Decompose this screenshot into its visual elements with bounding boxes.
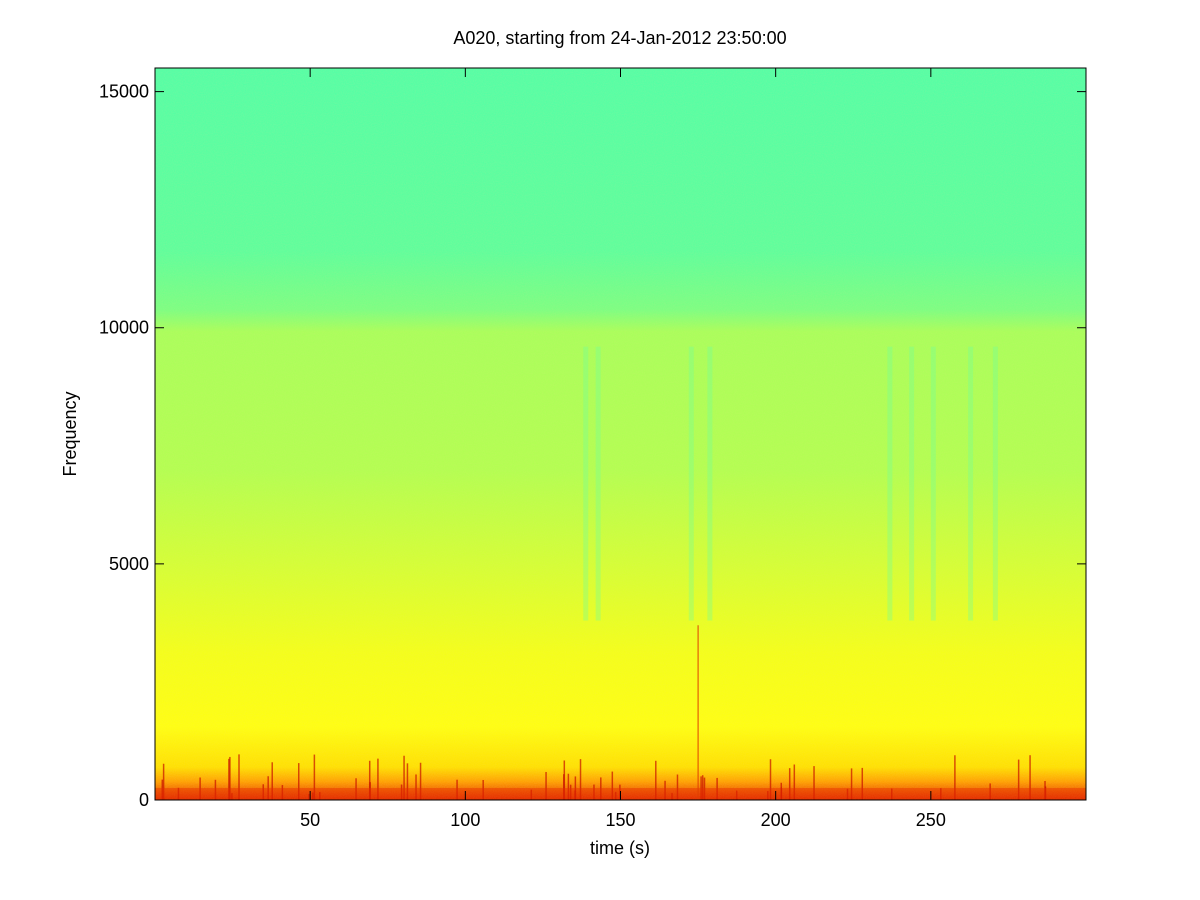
spike <box>891 788 893 800</box>
streak <box>595 346 601 621</box>
spike <box>267 776 269 800</box>
x-tick-label: 50 <box>300 810 320 830</box>
spike <box>954 755 956 800</box>
y-tick-label: 15000 <box>99 82 149 102</box>
spike <box>593 784 595 800</box>
spike <box>177 787 180 800</box>
streak <box>707 346 713 621</box>
spike <box>406 763 409 800</box>
y-tick-label: 0 <box>139 790 149 810</box>
spike <box>238 754 240 800</box>
spike <box>161 779 164 800</box>
spike <box>676 774 679 800</box>
streak <box>583 346 589 621</box>
spike <box>940 788 942 800</box>
spike <box>989 783 991 800</box>
spike <box>229 756 231 800</box>
spike <box>403 755 405 800</box>
spike <box>312 792 314 800</box>
chart-title: A020, starting from 24-Jan-2012 23:50:00 <box>453 28 786 48</box>
spike <box>569 784 572 800</box>
spike <box>545 771 547 800</box>
spike <box>664 780 666 800</box>
spike <box>162 763 165 800</box>
spike <box>767 790 769 800</box>
x-tick-label: 150 <box>605 810 635 830</box>
spike <box>579 759 582 800</box>
spike <box>319 791 321 800</box>
spike <box>530 789 533 800</box>
spike <box>703 777 706 800</box>
spike <box>611 771 614 800</box>
spike <box>281 785 284 800</box>
spike <box>369 782 371 800</box>
spike <box>813 766 815 800</box>
spike <box>614 791 617 800</box>
spike <box>308 793 310 800</box>
spike <box>400 784 403 800</box>
spike <box>655 760 657 800</box>
spike <box>780 782 783 800</box>
spike <box>735 790 738 800</box>
spike <box>619 784 621 800</box>
spike <box>567 773 570 800</box>
spike <box>671 793 673 800</box>
spike <box>419 762 422 800</box>
spike <box>1044 781 1046 800</box>
spike <box>793 764 796 800</box>
spike <box>1017 759 1020 800</box>
spike <box>214 779 217 800</box>
spectrogram-noise <box>155 68 1086 800</box>
spike <box>574 776 577 800</box>
spike <box>716 777 718 800</box>
x-tick-label: 200 <box>761 810 791 830</box>
y-tick-label: 10000 <box>99 318 149 338</box>
x-axis-label: time (s) <box>590 838 650 858</box>
streak <box>992 346 998 621</box>
spike <box>368 760 371 800</box>
streak <box>887 346 893 621</box>
streak <box>688 346 694 621</box>
spike <box>228 758 230 800</box>
spike <box>271 762 273 800</box>
spike <box>861 767 864 800</box>
spike <box>846 788 849 800</box>
plot-area <box>155 68 1086 800</box>
spike <box>563 760 566 800</box>
spike <box>313 754 316 800</box>
spike <box>415 774 417 800</box>
spike <box>1029 755 1031 800</box>
y-axis-label: Frequency <box>60 391 80 476</box>
spike <box>355 778 357 800</box>
spike <box>701 775 704 800</box>
spike <box>456 779 458 800</box>
spike <box>482 779 484 800</box>
streak <box>909 346 915 621</box>
spike <box>199 777 201 800</box>
streak <box>930 346 936 621</box>
spike <box>377 758 379 800</box>
x-tick-label: 250 <box>916 810 946 830</box>
spike <box>231 793 233 800</box>
y-tick-label: 5000 <box>109 554 149 574</box>
spike <box>262 784 265 800</box>
streak <box>968 346 974 621</box>
spike <box>600 777 602 800</box>
spike <box>700 776 702 800</box>
spike <box>850 768 853 800</box>
spike <box>769 759 772 800</box>
spike <box>297 763 300 800</box>
x-tick-label: 100 <box>450 810 480 830</box>
spike <box>788 768 791 800</box>
